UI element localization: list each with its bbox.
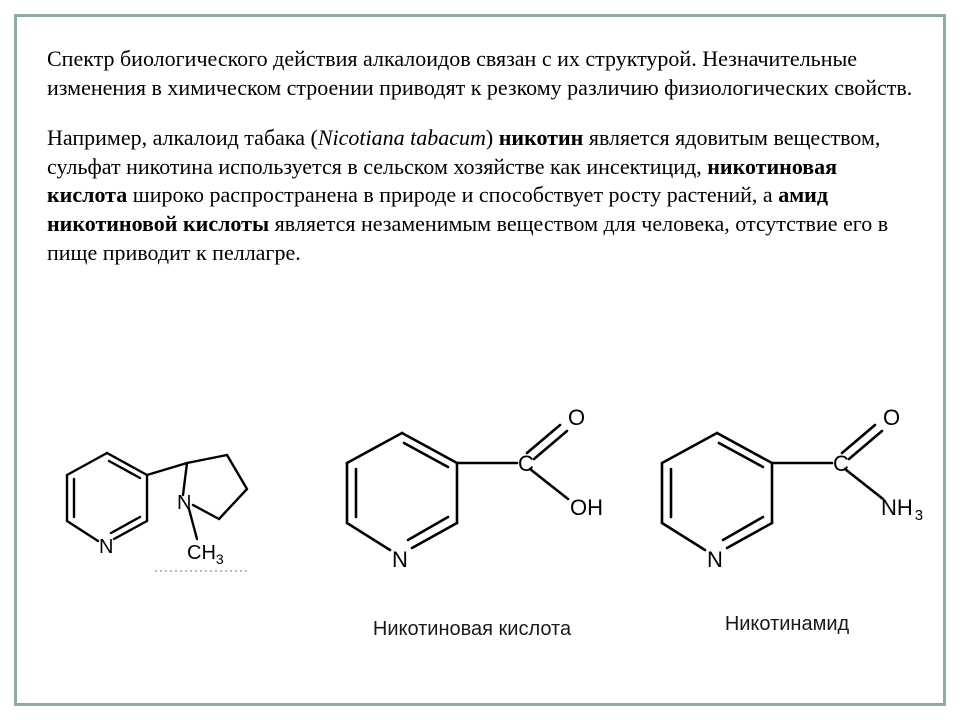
p1-text: Спектр биологического действия алкалоидо… (47, 46, 912, 100)
p2-a: Например, алкалоид табака ( (47, 125, 318, 150)
p2-b: ) (486, 125, 499, 150)
caption-nicotinamide: Никотинамид (677, 613, 897, 636)
nicamide-NH: NH3 (881, 495, 923, 524)
slide: Спектр биологического действия алкалоидо… (0, 0, 960, 720)
nicamide-N: N (707, 547, 723, 572)
nicotine-N1: N (99, 536, 113, 558)
nicotinamide-svg: N C O NH3 (637, 403, 937, 603)
nicotine-N2: N (177, 492, 191, 514)
nicotine-svg: N N CH3 (47, 423, 267, 613)
structures-row: N N CH3 (47, 403, 913, 673)
nicotine-CH3: CH3 (187, 542, 224, 567)
structure-nicotinic-acid: N C O OH Никотиновая кислота (322, 403, 622, 603)
structure-nicotinamide: N C O NH3 Никотинамид (637, 403, 937, 603)
caption-nicotinic-acid: Никотиновая кислота (332, 618, 612, 641)
paragraph-1: Спектр биологического действия алкалоидо… (47, 45, 913, 102)
latin-name: Nicotiana tabacum (318, 125, 486, 150)
p2-d: широко распространена в природе и способ… (127, 182, 778, 207)
slide-frame: Спектр биологического действия алкалоидо… (14, 14, 946, 706)
paragraph-2: Например, алкалоид табака (Nicotiana tab… (47, 124, 913, 267)
nicacid-C: C (518, 451, 534, 476)
nicamide-C: C (833, 451, 849, 476)
structure-nicotine: N N CH3 (47, 423, 267, 613)
nicacid-O: O (568, 405, 585, 430)
nicamide-O: O (883, 405, 900, 430)
nicacid-OH: OH (570, 495, 603, 520)
nicotinic-acid-svg: N C O OH (322, 403, 622, 603)
kw-nicotine: никотин (499, 125, 584, 150)
nicacid-N: N (392, 547, 408, 572)
